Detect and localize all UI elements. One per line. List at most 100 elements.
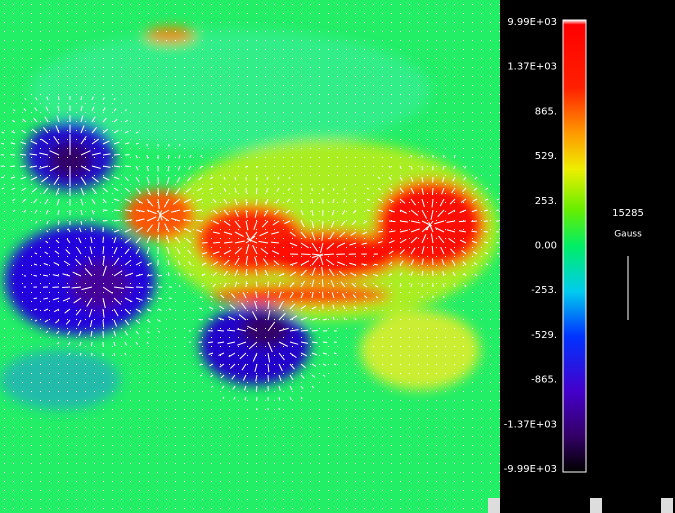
vector-arrow [238, 314, 247, 321]
colorbar-labels: 9.99E+03 1.37E+03 865. 529. 253. 0.00 -253. -52… [504, 17, 557, 475]
vector-arrow [485, 187, 489, 190]
vector-arrow [289, 363, 295, 370]
vector-arrow [178, 154, 181, 159]
vector-arrow [74, 258, 82, 266]
vector-arrow [234, 198, 238, 205]
vector-arrow [184, 228, 192, 233]
vector-arrow [223, 241, 233, 244]
vector-arrow [183, 209, 192, 212]
vector-arrow [289, 271, 297, 277]
vector-arrow [388, 230, 396, 233]
vector-arrow [311, 242, 319, 252]
vector-arrow [208, 352, 214, 355]
vector-arrow [234, 187, 237, 193]
vector-arrow [341, 293, 346, 299]
vector-arrow [388, 187, 393, 192]
vector-arrow [178, 143, 181, 147]
vector-arrow [441, 187, 445, 195]
vector-arrow [278, 352, 285, 361]
colorbar-label: -1.37E+03 [504, 419, 557, 430]
vector-arrow [410, 236, 418, 244]
vector-arrow [278, 281, 281, 288]
vector-arrow [351, 220, 357, 226]
vector-arrow [399, 198, 406, 204]
vector-arrow [330, 280, 335, 288]
vector-arrow [278, 301, 284, 310]
vector-arrow [33, 198, 38, 204]
vector-arrow [80, 209, 83, 216]
vector-arrow [227, 329, 236, 332]
vector-arrow [113, 198, 120, 202]
vector-arrow [167, 154, 170, 159]
vector-arrow [300, 396, 303, 400]
vector-arrow [43, 262, 49, 266]
vector-arrow [311, 198, 314, 204]
scale-value: 15285 [612, 208, 644, 219]
vector-arrow [40, 138, 49, 145]
vector-arrow [374, 274, 379, 277]
vector-arrow [75, 308, 82, 316]
vector-arrow [209, 295, 214, 299]
vector-arrow [56, 115, 60, 123]
vector-arrow [218, 352, 225, 356]
vector-arrow [228, 316, 236, 321]
vector-arrow [65, 249, 71, 255]
vector-grid [0, 0, 500, 513]
vector-arrow [353, 198, 357, 202]
vector-arrow [187, 249, 192, 255]
vector-arrow [124, 308, 131, 315]
vector-arrow [1, 142, 5, 145]
vector-arrow [245, 244, 250, 255]
vector-arrow [200, 374, 203, 377]
vector-arrow [146, 216, 157, 222]
vector-arrow [234, 247, 243, 255]
vector-arrow [113, 98, 116, 101]
vector-arrow [461, 249, 467, 255]
vector-arrow [146, 235, 151, 244]
vector-arrow [352, 209, 357, 214]
vector-arrow [267, 300, 270, 310]
vector-arrow [102, 176, 110, 181]
vector-arrow [113, 330, 117, 337]
vector-arrow [267, 341, 273, 353]
vector-arrow [90, 330, 93, 337]
vector-arrow [388, 220, 396, 223]
vector-arrow [300, 209, 304, 216]
vector-arrow [80, 165, 91, 172]
vector-arrow [241, 302, 247, 310]
vector-arrow [45, 240, 49, 244]
vector-arrow [437, 209, 445, 218]
vector-arrow [322, 318, 328, 321]
vector-arrow [113, 308, 119, 317]
vector-arrow [289, 385, 293, 391]
vector-arrow [102, 246, 105, 255]
vector-arrow [102, 187, 109, 193]
vector-arrow [255, 268, 258, 277]
vector-arrow [421, 198, 425, 208]
vector-arrow [81, 286, 93, 291]
vector-arrow [80, 96, 83, 101]
vector-arrow [189, 154, 192, 158]
vector-arrow [124, 272, 134, 277]
vector-arrow [430, 233, 434, 244]
vector-arrow [463, 272, 467, 277]
vector-arrow [89, 319, 93, 328]
vector-arrow [91, 187, 97, 195]
vector-arrow [361, 263, 368, 266]
vector-arrow [241, 363, 247, 371]
vector-arrow [410, 176, 414, 182]
vector-arrow [63, 260, 71, 266]
vector-arrow [57, 220, 60, 225]
vector-arrow [289, 315, 298, 321]
vector-arrow [311, 385, 315, 389]
vector-arrow [157, 319, 161, 322]
vector-arrow [300, 220, 305, 228]
vector-arrow [410, 228, 420, 233]
vector-arrow [157, 210, 163, 222]
vector-arrow [388, 240, 395, 244]
vector-arrow [255, 187, 258, 194]
vector-arrow [300, 198, 303, 204]
vector-arrow [124, 319, 130, 326]
vector-arrow [43, 274, 49, 277]
vector-arrow [146, 297, 153, 300]
